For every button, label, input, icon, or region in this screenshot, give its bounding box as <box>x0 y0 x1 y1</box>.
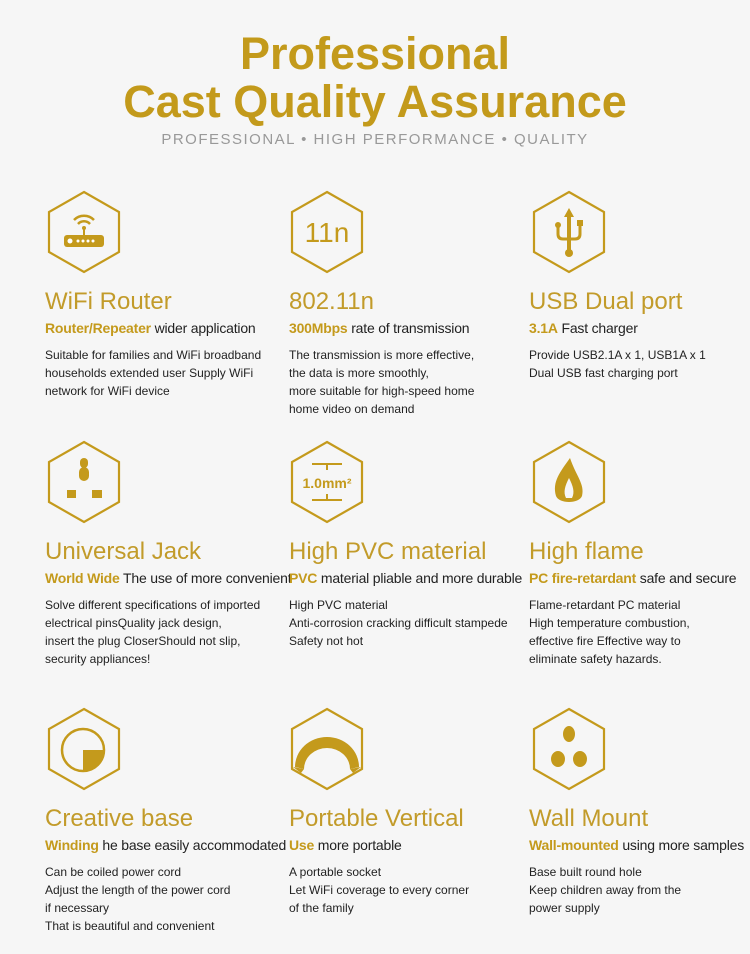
wall-mount-icon <box>532 707 606 791</box>
tagline-highlight: Use <box>289 837 315 853</box>
tagline-text: he base easily accommodated <box>98 837 287 853</box>
feature-description: Provide USB2.1A x 1, USB1A x 1 Dual USB f… <box>529 346 750 382</box>
wire-gauge-icon: 1.0mm² <box>290 440 364 524</box>
tagline-text: wider application <box>150 320 256 336</box>
description-line: A portable socket <box>289 865 382 879</box>
description-line: electrical pinsQuality jack design, <box>45 616 222 630</box>
feature-title: Creative base <box>45 805 194 832</box>
description-line: households extended user Supply WiFi <box>45 366 254 380</box>
tagline-highlight: Wall-mounted <box>529 837 619 853</box>
feature-title: Portable Vertical <box>289 805 464 832</box>
tagline-text: safe and secure <box>636 570 737 586</box>
description-line: effective fire Effective way to <box>529 634 681 648</box>
tagline-text: material pliable and more durable <box>317 570 523 586</box>
tagline-text: using more samples <box>618 837 745 853</box>
tagline-text: more portable <box>314 837 402 853</box>
tagline-highlight: Router/Repeater <box>45 320 151 336</box>
feature-tagline: 3.1A Fast charger <box>529 320 750 336</box>
feature-tagline: PC fire-retardant safe and secure <box>529 570 750 586</box>
feature-tagline: 300Mbps rate of transmission <box>289 320 534 336</box>
tagline-text: The use of more convenient <box>119 570 292 586</box>
description-line: security appliances! <box>45 652 151 666</box>
description-line: if necessary <box>45 901 110 915</box>
feature-title: High PVC material <box>289 538 487 565</box>
description-line: The transmission is more effective, <box>289 348 475 362</box>
svg-text:11n: 11n <box>305 217 350 248</box>
feature-title: Universal Jack <box>45 538 202 565</box>
description-line: That is beautiful and convenient <box>45 919 215 933</box>
tagline-highlight: 300Mbps <box>289 320 348 336</box>
tagline-highlight: Winding <box>45 837 99 853</box>
description-line: High PVC material <box>289 598 388 612</box>
feature-tagline: Use more portable <box>289 837 534 853</box>
feature-title: Wall Mount <box>529 805 649 832</box>
description-line: home video on demand <box>289 402 415 416</box>
11n-icon: 11n <box>290 190 364 274</box>
description-line: Anti-corrosion cracking difficult stampe… <box>289 616 508 630</box>
tagline-highlight: PC fire-retardant <box>529 570 637 586</box>
description-line: the data is more smoothly, <box>289 366 429 380</box>
feature-description: A portable socket Let WiFi coverage to ev… <box>289 863 534 917</box>
headline-line2: Cast Quality Assurance <box>123 76 627 127</box>
description-line: more suitable for high-speed home <box>289 384 475 398</box>
feature-universal-jack: Universal Jack World Wide The use of more… <box>45 440 292 668</box>
feature-tagline: Router/Repeater wider application <box>45 320 290 336</box>
arch-icon <box>290 707 364 791</box>
feature-title: 802.11n <box>289 288 374 315</box>
description-line: of the family <box>289 901 354 915</box>
tagline-text: rate of transmission <box>347 320 470 336</box>
wifi-router-icon <box>47 190 121 274</box>
feature-portable-vertical: Portable Vertical Use more portable A port… <box>289 707 534 917</box>
description-line: Provide USB2.1A x 1, USB1A x 1 <box>529 348 706 362</box>
headline-line1: Professional <box>239 28 511 79</box>
feature-description: Solve different specifications of import… <box>45 596 290 668</box>
feature-description: High PVC material Anti-corrosion cracking… <box>289 596 534 650</box>
description-line: High temperature combustion, <box>529 616 690 630</box>
feature-high-pvc-material: 1.0mm² High PVC material PVC material plia… <box>289 440 534 650</box>
feature-description: Base built round hole Keep children away … <box>529 863 750 917</box>
feature-description: Flame-retardant PC material High temperat… <box>529 596 750 668</box>
feature-tagline: Winding he base easily accommodated <box>45 837 290 853</box>
description-line: Safety not hot <box>289 634 364 648</box>
svg-text:1.0mm²: 1.0mm² <box>302 475 351 491</box>
description-line: network for WiFi device <box>45 384 170 398</box>
feature-title: High flame <box>529 538 644 565</box>
feature-tagline: World Wide The use of more convenient <box>45 570 292 586</box>
tagline-text: Fast charger <box>557 320 638 336</box>
feature-high-flame: High flame PC fire-retardant safe and sec… <box>529 440 750 668</box>
description-line: Solve different specifications of import… <box>45 598 261 612</box>
description-line: Suitable for families and WiFi broadband <box>45 348 262 362</box>
tagline-highlight: 3.1A <box>529 320 558 336</box>
feature-wall-mount: Wall Mount Wall-mounted using more sample… <box>529 707 750 917</box>
feature-tagline: Wall-mounted using more samples <box>529 837 750 853</box>
feature-description: Suitable for families and WiFi broadband… <box>45 346 290 400</box>
description-line: power supply <box>529 901 600 915</box>
description-line: Flame-retardant PC material <box>529 598 681 612</box>
description-line: eliminate safety hazards. <box>529 652 662 666</box>
description-line: Dual USB fast charging port <box>529 366 678 380</box>
flame-icon <box>532 440 606 524</box>
feature-title: USB Dual port <box>529 288 683 315</box>
universal-socket-icon <box>47 440 121 524</box>
feature-description: Can be coiled power cord Adjust the lengt… <box>45 863 290 935</box>
description-line: Base built round hole <box>529 865 642 879</box>
feature-title: WiFi Router <box>45 288 172 315</box>
description-line: Can be coiled power cord <box>45 865 182 879</box>
feature-usb-dual-port: USB Dual port 3.1A Fast charger Provide US… <box>529 190 750 382</box>
description-line: Let WiFi coverage to every corner <box>289 883 470 897</box>
feature-description: The transmission is more effective, the d… <box>289 346 534 418</box>
tagline-highlight: World Wide <box>45 570 120 586</box>
subtitle: PROFESSIONAL • HIGH PERFORMANCE • QUALIT… <box>161 131 589 148</box>
feature-creative-base: Creative base Winding he base easily acco… <box>45 707 290 935</box>
description-line: Keep children away from the <box>529 883 682 897</box>
feature-802-11n: 11n 802.11n 300Mbps rate of transmission Th… <box>289 190 534 418</box>
usb-icon <box>532 190 606 274</box>
description-line: Adjust the length of the power cord <box>45 883 231 897</box>
base-icon <box>47 707 121 791</box>
feature-tagline: PVC material pliable and more durable <box>289 570 534 586</box>
feature-wifi-router: WiFi Router Router/Repeater wider applica… <box>45 190 290 400</box>
tagline-highlight: PVC <box>289 570 318 586</box>
description-line: insert the plug CloserShould not slip, <box>45 634 241 648</box>
